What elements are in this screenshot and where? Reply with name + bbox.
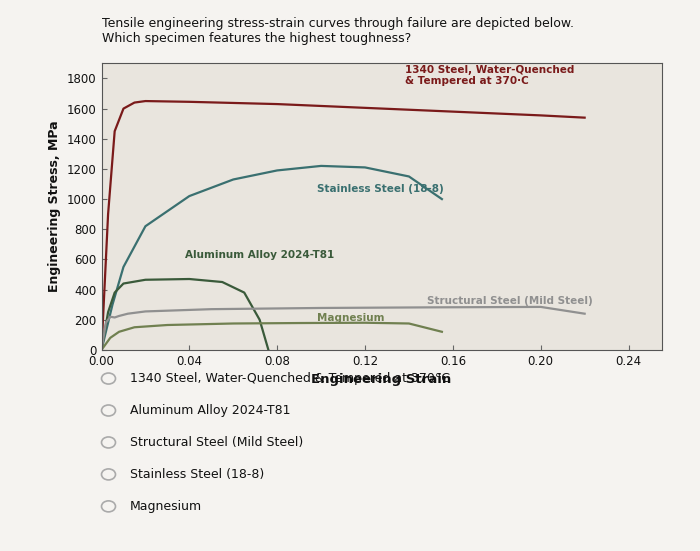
Text: Structural Steel (Mild Steel): Structural Steel (Mild Steel) — [426, 296, 592, 306]
X-axis label: Engineering Strain: Engineering Strain — [312, 373, 452, 386]
Text: Stainless Steel (18-8): Stainless Steel (18-8) — [316, 183, 444, 193]
Text: Which specimen features the highest toughness?: Which specimen features the highest toug… — [102, 32, 411, 45]
Text: 1340 Steel, Water-Quenched & Tempered at 370°C: 1340 Steel, Water-Quenched & Tempered at… — [130, 372, 449, 385]
Text: Magnesium: Magnesium — [316, 313, 384, 323]
Text: Structural Steel (Mild Steel): Structural Steel (Mild Steel) — [130, 436, 302, 449]
Text: Tensile engineering stress-strain curves through failure are depicted below.: Tensile engineering stress-strain curves… — [102, 17, 573, 30]
Text: 1340 Steel, Water-Quenched
& Tempered at 370·C: 1340 Steel, Water-Quenched & Tempered at… — [405, 65, 574, 87]
Text: Stainless Steel (18-8): Stainless Steel (18-8) — [130, 468, 264, 481]
Text: Magnesium: Magnesium — [130, 500, 202, 513]
Text: Aluminum Alloy 2024-T81: Aluminum Alloy 2024-T81 — [130, 404, 290, 417]
Text: Aluminum Alloy 2024-T81: Aluminum Alloy 2024-T81 — [185, 250, 334, 260]
Y-axis label: Engineering Stress, MPa: Engineering Stress, MPa — [48, 121, 62, 293]
